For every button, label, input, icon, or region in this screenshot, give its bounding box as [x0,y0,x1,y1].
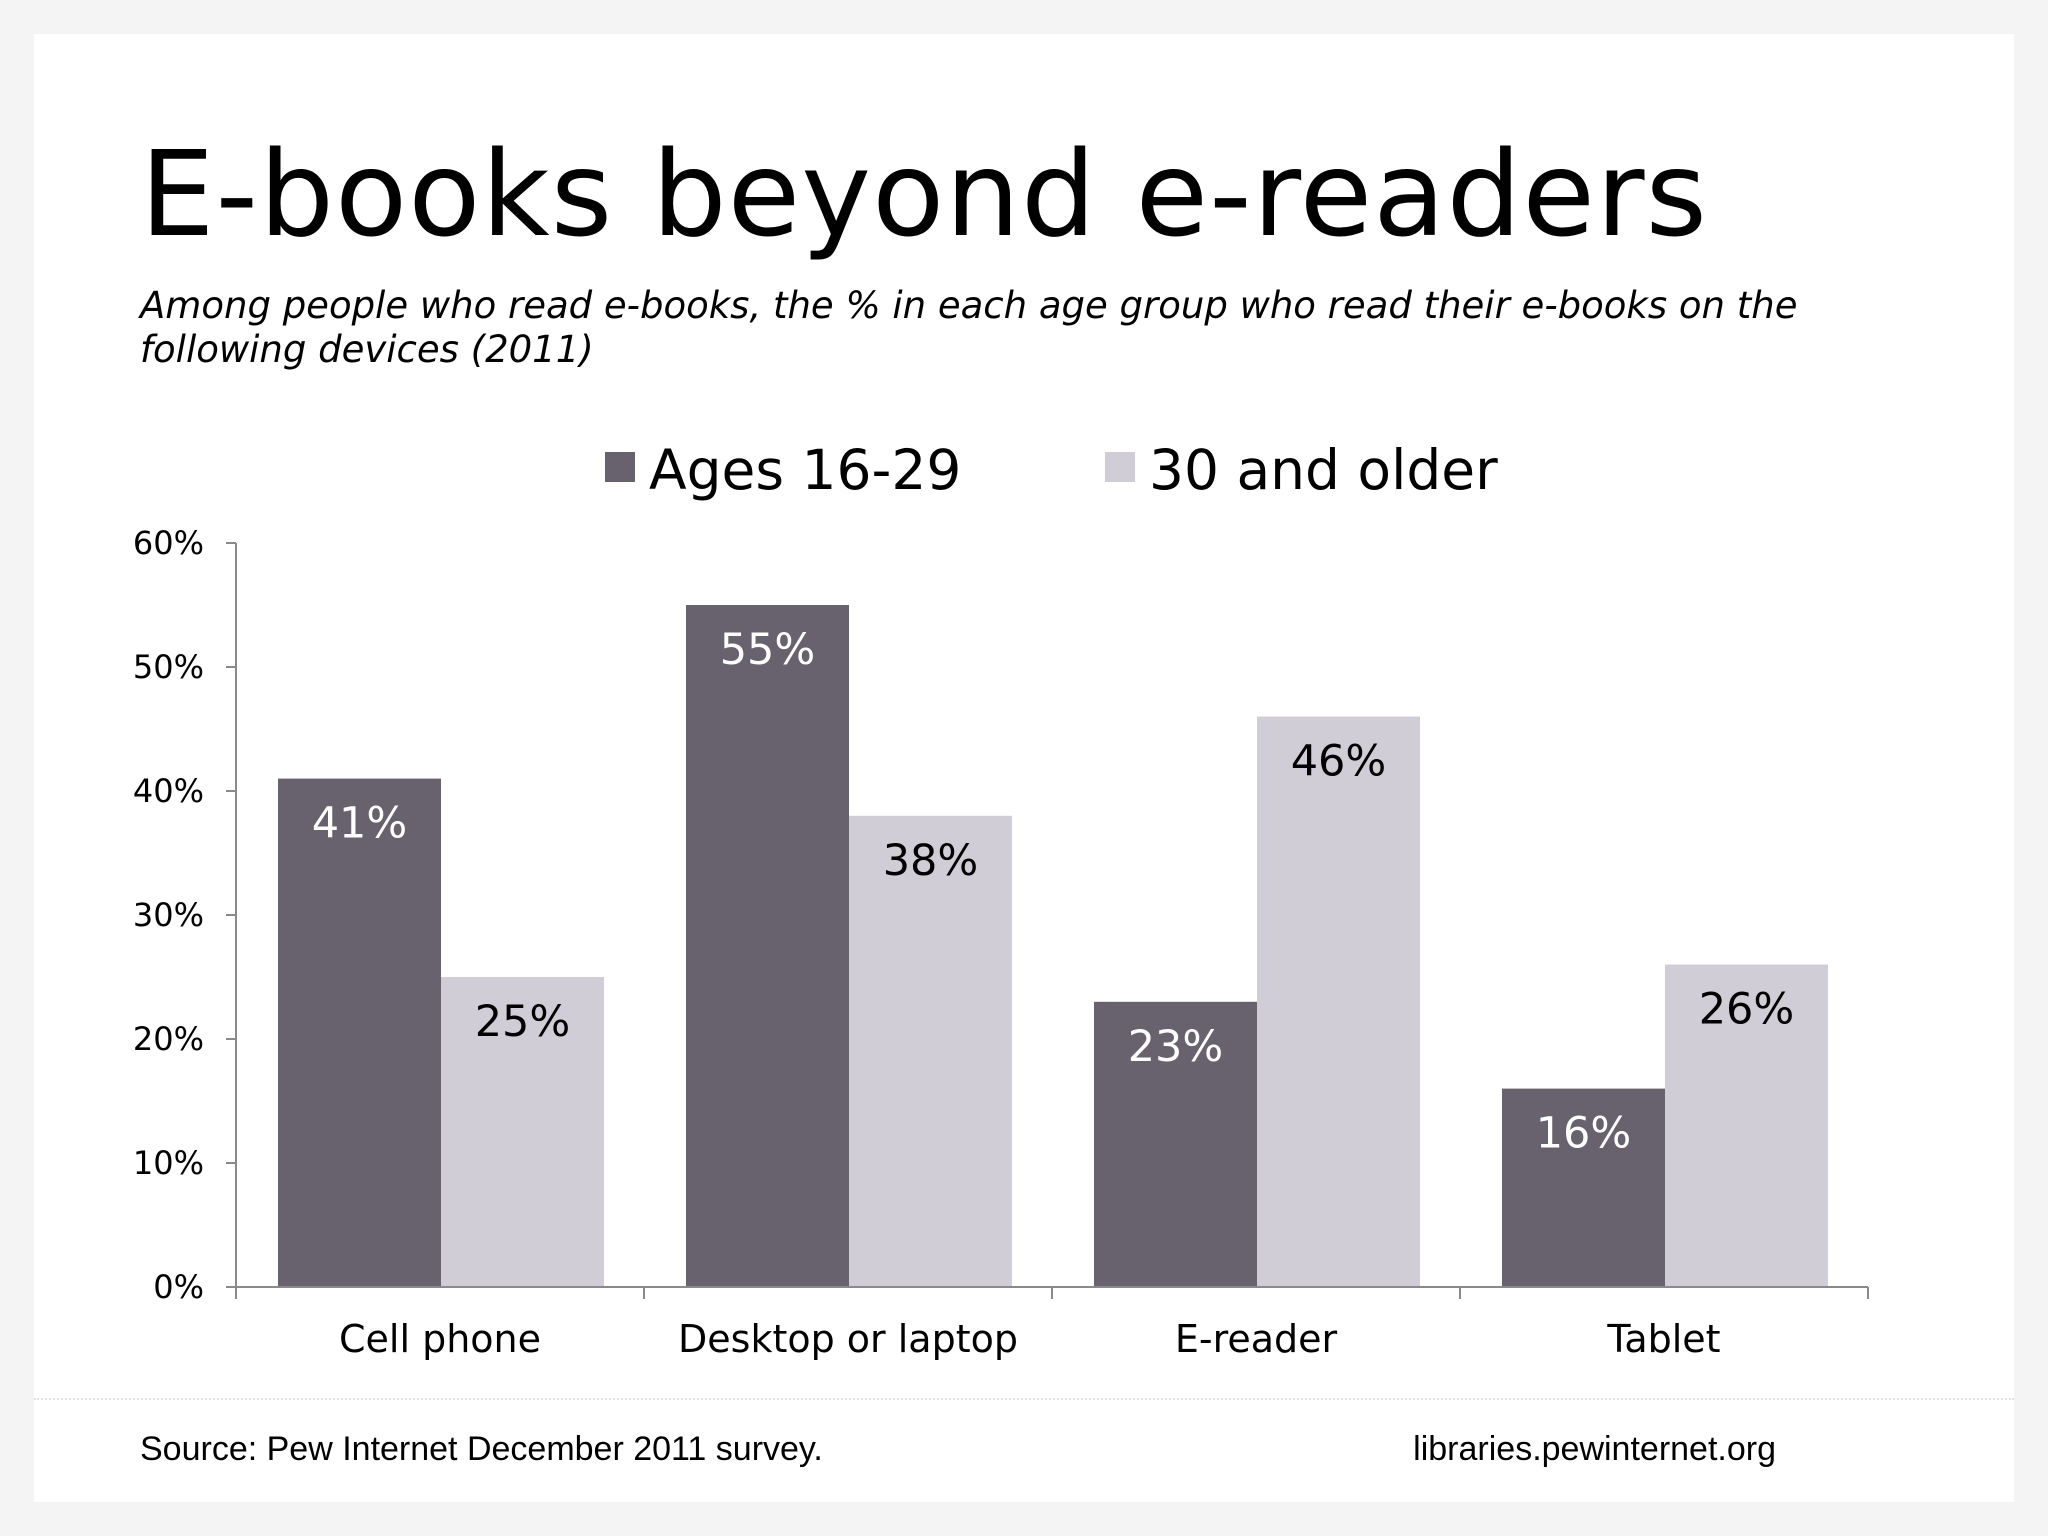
source-note: Source: Pew Internet December 2011 surve… [140,1430,823,1468]
x-tick-label-4: Tablet [1606,1317,1720,1361]
y-tick-label-4: 30% [133,896,204,934]
bar-2-3 [1257,716,1420,1287]
bar-2-2 [849,815,1012,1287]
bar-2-4 [1665,964,1828,1287]
chart-title: E-books beyond e-readers [140,125,1708,263]
bar-1-2 [686,605,849,1287]
legend-swatch-series-1 [605,452,635,482]
bar-2-1 [441,977,604,1287]
x-tick-label-1: Cell phone [339,1317,541,1361]
y-tick-label-6: 50% [133,648,204,686]
data-label-2-1: 25% [475,997,571,1047]
chart-legend: Ages 16-29 30 and older [0,438,2048,502]
legend-label-series-1: Ages 16-29 [649,438,962,502]
bar-1-1 [278,778,441,1287]
y-tick-label-2: 10% [133,1144,204,1182]
y-tick-label-1: 0% [153,1268,204,1306]
data-label-1-2: 55% [720,625,816,675]
y-tick-label-7: 60% [133,524,204,562]
chart-subtitle: Among people who read e-books, the % in … [140,284,1798,371]
data-label-2-3: 46% [1291,737,1387,787]
data-label-2-2: 38% [883,836,979,886]
x-tick-label-2: Desktop or laptop [678,1317,1018,1361]
data-label-1-1: 41% [312,799,408,849]
bar-1-3 [1094,1001,1257,1287]
bar-1-4 [1502,1088,1665,1287]
x-tick-label-3: E-reader [1175,1317,1338,1361]
data-label-1-4: 16% [1536,1109,1632,1159]
legend-label-series-2: 30 and older [1149,438,1498,502]
y-tick-label-3: 20% [133,1020,204,1058]
footer-divider [34,1398,2014,1400]
legend-swatch-series-2 [1105,452,1135,482]
data-label-1-3: 23% [1128,1022,1224,1072]
y-tick-label-5: 40% [133,772,204,810]
data-label-2-4: 26% [1699,985,1795,1035]
site-url: libraries.pewinternet.org [1413,1430,1776,1468]
